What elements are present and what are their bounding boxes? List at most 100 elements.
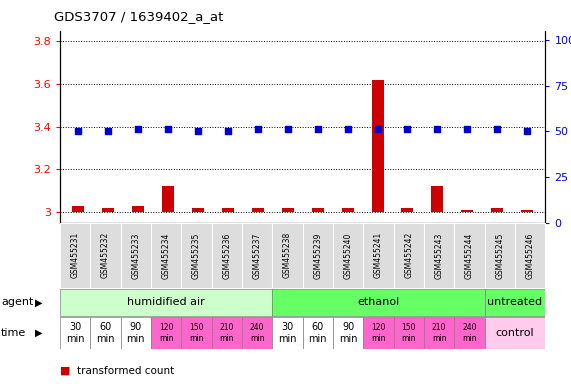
Bar <box>492 208 504 212</box>
FancyBboxPatch shape <box>333 318 363 349</box>
Bar <box>461 210 473 212</box>
FancyBboxPatch shape <box>90 223 120 288</box>
Text: GSM455242: GSM455242 <box>404 232 413 278</box>
Text: 240
min: 240 min <box>462 323 477 343</box>
Bar <box>162 187 174 212</box>
Point <box>133 126 142 132</box>
Bar <box>432 187 444 212</box>
Bar <box>312 208 324 212</box>
FancyBboxPatch shape <box>90 318 120 349</box>
FancyBboxPatch shape <box>272 223 303 288</box>
Text: GSM455237: GSM455237 <box>252 232 262 278</box>
Text: ▶: ▶ <box>35 328 43 338</box>
Point <box>73 128 82 134</box>
FancyBboxPatch shape <box>485 318 545 349</box>
FancyBboxPatch shape <box>182 318 212 349</box>
Text: GSM455232: GSM455232 <box>101 232 110 278</box>
FancyBboxPatch shape <box>333 223 363 288</box>
Text: 150
min: 150 min <box>401 323 416 343</box>
FancyBboxPatch shape <box>515 223 545 288</box>
Text: GDS3707 / 1639402_a_at: GDS3707 / 1639402_a_at <box>54 10 224 23</box>
Text: time: time <box>1 328 26 338</box>
FancyBboxPatch shape <box>485 289 545 316</box>
Point <box>283 126 292 132</box>
Text: GSM455238: GSM455238 <box>283 232 292 278</box>
FancyBboxPatch shape <box>303 318 333 349</box>
FancyBboxPatch shape <box>272 318 303 349</box>
FancyBboxPatch shape <box>120 318 151 349</box>
Text: GSM455246: GSM455246 <box>526 232 534 278</box>
FancyBboxPatch shape <box>363 318 393 349</box>
Text: agent: agent <box>1 297 34 308</box>
Text: 60
min: 60 min <box>308 322 327 344</box>
FancyBboxPatch shape <box>60 318 90 349</box>
Text: GSM455241: GSM455241 <box>374 232 383 278</box>
Point <box>463 126 472 132</box>
Text: GSM455240: GSM455240 <box>344 232 353 278</box>
Bar <box>282 208 293 212</box>
Point <box>223 128 232 134</box>
FancyBboxPatch shape <box>212 318 242 349</box>
Text: 120
min: 120 min <box>371 323 386 343</box>
Text: 90
min: 90 min <box>127 322 145 344</box>
Text: ▶: ▶ <box>35 297 43 308</box>
Point <box>493 126 502 132</box>
Bar <box>102 208 114 212</box>
Bar <box>341 208 353 212</box>
Bar <box>222 208 234 212</box>
FancyBboxPatch shape <box>424 318 455 349</box>
FancyBboxPatch shape <box>455 223 485 288</box>
Point <box>163 126 172 132</box>
Text: GSM455243: GSM455243 <box>435 232 444 278</box>
Text: GSM455235: GSM455235 <box>192 232 201 278</box>
Bar <box>192 208 204 212</box>
Text: GSM455244: GSM455244 <box>465 232 474 278</box>
Text: 90
min: 90 min <box>339 322 357 344</box>
Text: 120
min: 120 min <box>159 323 174 343</box>
Bar <box>401 208 413 212</box>
Text: 30
min: 30 min <box>278 322 297 344</box>
Text: transformed count: transformed count <box>77 366 174 376</box>
FancyBboxPatch shape <box>424 223 455 288</box>
FancyBboxPatch shape <box>182 223 212 288</box>
FancyBboxPatch shape <box>120 223 151 288</box>
Bar <box>372 80 384 212</box>
FancyBboxPatch shape <box>151 318 182 349</box>
Bar <box>72 206 84 212</box>
Text: GSM455234: GSM455234 <box>162 232 171 278</box>
Text: 240
min: 240 min <box>250 323 264 343</box>
Text: GSM455239: GSM455239 <box>313 232 322 278</box>
FancyBboxPatch shape <box>212 223 242 288</box>
Text: control: control <box>496 328 534 338</box>
Text: untreated: untreated <box>488 297 542 308</box>
Text: GSM455233: GSM455233 <box>131 232 140 278</box>
Bar <box>521 210 533 212</box>
FancyBboxPatch shape <box>393 223 424 288</box>
Point <box>373 126 382 132</box>
FancyBboxPatch shape <box>393 318 424 349</box>
Text: 60
min: 60 min <box>96 322 115 344</box>
Point <box>193 128 202 134</box>
Point <box>403 126 412 132</box>
FancyBboxPatch shape <box>485 223 515 288</box>
FancyBboxPatch shape <box>303 223 333 288</box>
Text: 30
min: 30 min <box>66 322 85 344</box>
FancyBboxPatch shape <box>242 223 272 288</box>
Text: ethanol: ethanol <box>357 297 400 308</box>
Text: 150
min: 150 min <box>189 323 204 343</box>
Point <box>313 126 322 132</box>
Text: GSM455245: GSM455245 <box>495 232 504 278</box>
Text: 210
min: 210 min <box>432 323 447 343</box>
Point <box>253 126 262 132</box>
Point <box>433 126 442 132</box>
FancyBboxPatch shape <box>60 289 272 316</box>
Bar <box>252 208 264 212</box>
Text: GSM455231: GSM455231 <box>71 232 79 278</box>
FancyBboxPatch shape <box>60 223 90 288</box>
Bar <box>132 206 144 212</box>
Text: humidified air: humidified air <box>127 297 205 308</box>
Text: ■: ■ <box>60 366 70 376</box>
Point <box>523 128 532 134</box>
Text: 210
min: 210 min <box>219 323 234 343</box>
FancyBboxPatch shape <box>242 318 272 349</box>
